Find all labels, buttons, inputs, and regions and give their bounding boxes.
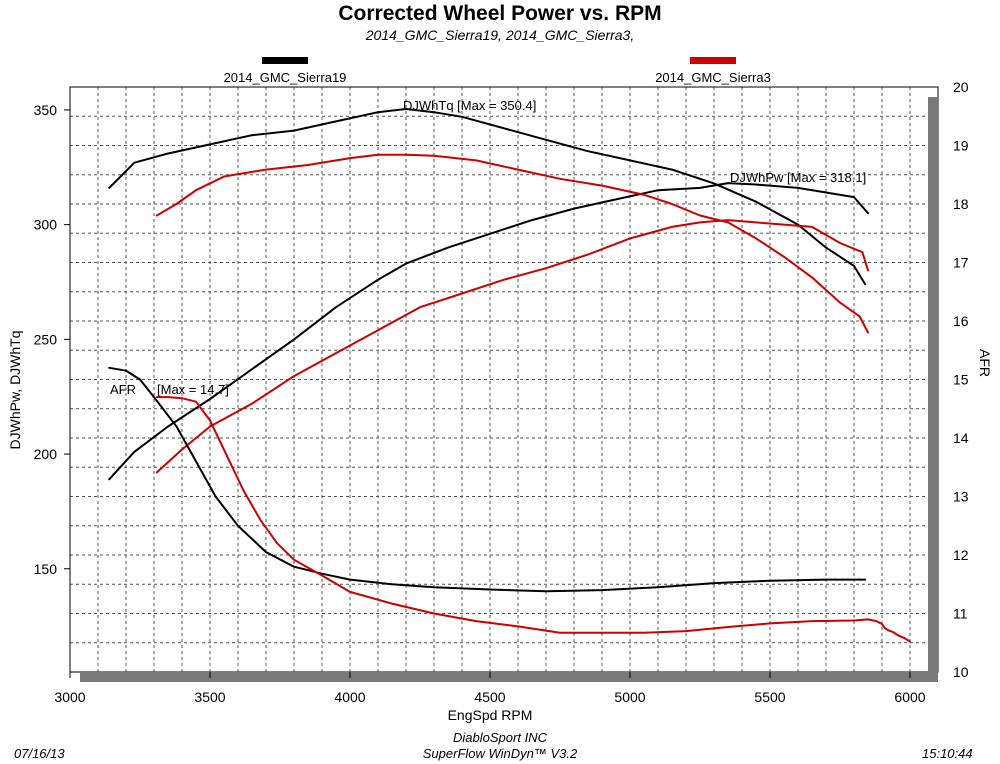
- right-axis-shadow: [928, 97, 938, 682]
- x-tick-label: 4500: [474, 689, 505, 705]
- 2014-gmc-sierra19-afr-line: [108, 366, 867, 593]
- y-left-tick-label: 200: [34, 446, 58, 462]
- x-tick-label: 5500: [754, 689, 785, 705]
- y-right-tick-label: 17: [953, 255, 969, 271]
- torque-max-annotation: DJWhTq [Max = 350.4]: [403, 98, 536, 113]
- y-left-tick-label: 300: [34, 217, 58, 233]
- 2014-gmc-sierra3-djwhpw-line: [155, 219, 869, 474]
- footer-date: 07/16/13: [14, 746, 65, 761]
- y-right-tick-label: 15: [953, 372, 969, 388]
- chart-title: Corrected Wheel Power vs. RPM: [338, 2, 662, 25]
- legend-label-sierra3: 2014_GMC_Sierra3: [655, 70, 771, 85]
- x-tick-label: 5000: [614, 689, 645, 705]
- legend-swatch-sierra19: [262, 57, 308, 64]
- grid: [70, 87, 938, 672]
- y-left-tick-label: 250: [34, 331, 58, 347]
- y-right-tick-label: 13: [953, 489, 969, 505]
- chart-subtitle: 2014_GMC_Sierra19, 2014_GMC_Sierra3,: [365, 27, 635, 43]
- 2014-gmc-sierra3-afr-line: [155, 396, 911, 643]
- y-left-axis-label: DJWhPw, DJWhTq: [7, 330, 23, 449]
- y-right-tick-label: 18: [953, 196, 969, 212]
- y-right-tick-label: 20: [953, 79, 969, 95]
- x-tick-label: 4000: [334, 689, 365, 705]
- y-right-axis-label: AFR: [977, 349, 993, 377]
- y-right-tick-label: 19: [953, 138, 969, 154]
- footer-software: SuperFlow WinDyn™ V3.2: [422, 746, 578, 761]
- bottom-axis-shadow: [80, 672, 938, 682]
- series: [108, 108, 911, 643]
- y-left-tick-label: 150: [34, 561, 58, 577]
- y-right-tick-label: 14: [953, 430, 969, 446]
- 2014-gmc-sierra3-djwhtq-line: [155, 153, 869, 334]
- x-tick-label: 6000: [894, 689, 925, 705]
- y-right-tick-label: 16: [953, 313, 969, 329]
- x-tick-label: 3500: [194, 689, 225, 705]
- legend-label-sierra19: 2014_GMC_Sierra19: [224, 70, 347, 85]
- legend-swatch-sierra3: [690, 57, 736, 64]
- 2014-gmc-sierra19-djwhpw-line: [108, 182, 869, 481]
- y-right-tick-label: 12: [953, 547, 969, 563]
- power-max-annotation: DJWhPw [Max = 318.1]: [730, 170, 866, 185]
- y-right-tick-label: 10: [953, 664, 969, 680]
- y-right-tick-label: 11: [953, 606, 968, 622]
- x-axis-label: EngSpd RPM: [448, 707, 533, 723]
- afr-max-annotation: [Max = 14.7]: [157, 382, 229, 397]
- x-tick-label: 3000: [54, 689, 85, 705]
- axis-ticks: 3000 3500 4000 4500 5000 5500 6000 150 200 250 300…: [34, 79, 969, 705]
- 2014-gmc-sierra19-djwhtq-line: [108, 108, 867, 286]
- footer-company: DiabloSport INC: [453, 730, 547, 745]
- afr-annotation: AFR: [110, 382, 136, 397]
- footer-time: 15:10:44: [922, 746, 973, 761]
- y-left-tick-label: 350: [34, 102, 58, 118]
